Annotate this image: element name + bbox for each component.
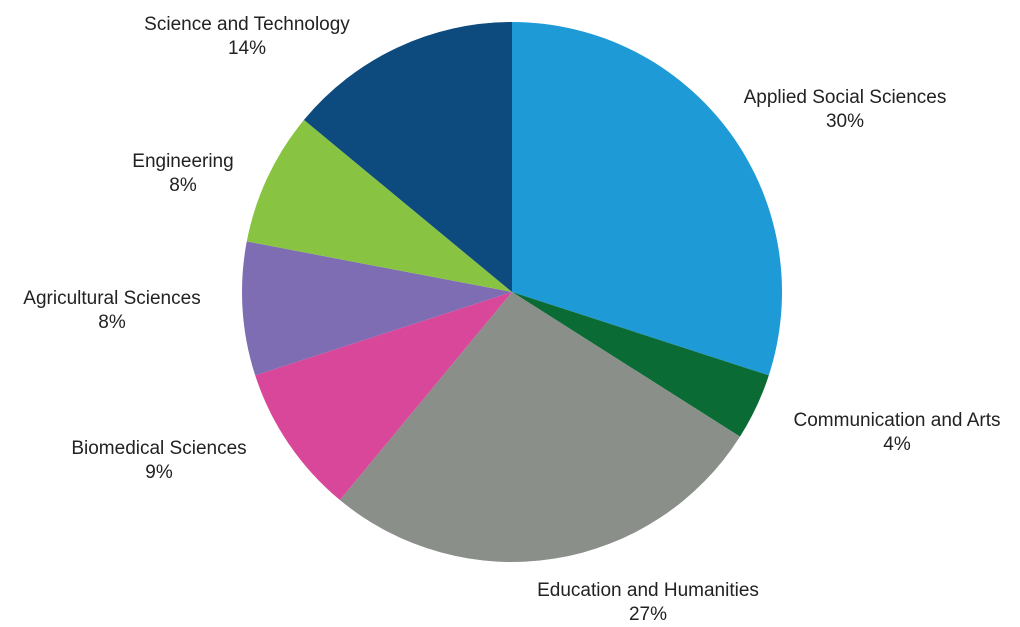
slice-percent-label: 8%	[169, 175, 197, 196]
slice-name-label: Engineering	[132, 151, 233, 172]
pie-slice-applied-social-sciences	[512, 22, 783, 376]
slice-percent-label: 30%	[826, 111, 864, 132]
pie-slice-agricultural-sciences	[241, 241, 512, 376]
slice-name-label: Science and Technology	[144, 14, 350, 35]
pie-slices	[241, 22, 783, 562]
slice-percent-label: 8%	[98, 312, 126, 333]
pie-slice-communication-and-arts	[512, 292, 769, 437]
slice-percent-label: 9%	[145, 462, 173, 483]
pie-slice-engineering	[246, 119, 512, 293]
slice-name-label: Applied Social Sciences	[744, 87, 947, 108]
pie-slice-science-and-technology	[303, 22, 512, 292]
slice-percent-label: 4%	[883, 434, 911, 455]
pie-slice-education-and-humanities	[339, 292, 740, 562]
slice-name-label: Agricultural Sciences	[23, 288, 200, 309]
slice-name-label: Education and Humanities	[537, 580, 759, 601]
slice-name-label: Biomedical Sciences	[71, 438, 246, 459]
slice-name-label: Communication and Arts	[794, 410, 1001, 431]
pie-slice-biomedical-sciences	[255, 292, 512, 501]
slice-percent-label: 14%	[228, 38, 266, 59]
pie-labels: Applied Social Sciences 30% Communication …	[23, 14, 1000, 625]
slice-percent-label: 27%	[629, 604, 667, 625]
